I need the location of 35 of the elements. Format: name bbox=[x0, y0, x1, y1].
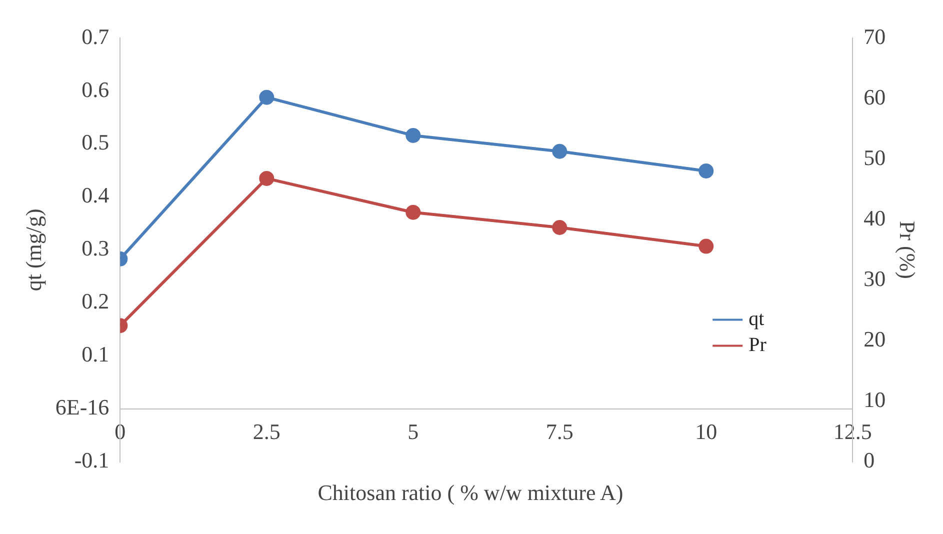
y-tick-label: 0.2 bbox=[82, 288, 110, 314]
y-axis-title: qt (mg/g) bbox=[20, 208, 46, 292]
y2-tick-label: 60 bbox=[864, 84, 886, 110]
x-tick-label: 2.5 bbox=[252, 418, 280, 444]
y2-axis-title: Pr (%) bbox=[895, 220, 920, 279]
point bbox=[698, 163, 714, 178]
legend-label: Pr bbox=[748, 334, 767, 356]
y-tick-label: -0.1 bbox=[74, 448, 110, 473]
y2-tick-label: 20 bbox=[864, 326, 886, 352]
y-tick-label: 0.7 bbox=[82, 24, 110, 49]
point bbox=[406, 128, 421, 143]
y-tick-label: 0.6 bbox=[82, 76, 110, 102]
y2-tick-label: 10 bbox=[864, 387, 886, 412]
x-tick-label: 0 bbox=[114, 418, 126, 444]
point bbox=[552, 144, 568, 159]
x-tick-label: 7.5 bbox=[546, 418, 574, 444]
y-tick-label: 0.4 bbox=[82, 182, 110, 208]
y-tick-label: 0.1 bbox=[82, 342, 110, 367]
point bbox=[698, 238, 714, 254]
y2-tick-label: 0 bbox=[864, 448, 875, 473]
legend-label: qt bbox=[748, 308, 765, 330]
y-tick-label: 6E-16 bbox=[55, 394, 110, 420]
y2-tick-label: 70 bbox=[864, 24, 886, 49]
x-tick-label: 5 bbox=[408, 418, 419, 444]
point bbox=[259, 170, 274, 186]
point bbox=[259, 90, 274, 105]
y2-tick-label: 40 bbox=[864, 205, 886, 230]
point bbox=[552, 220, 568, 235]
y-tick-label: 0.3 bbox=[82, 236, 110, 261]
y2-tick-label: 30 bbox=[864, 266, 886, 291]
y-tick-label: 0.5 bbox=[82, 130, 110, 155]
x-axis-title: Chitosan ratio ( % w/w mixture A) bbox=[316, 480, 624, 506]
y2-tick-label: 50 bbox=[864, 144, 886, 170]
x-tick-label: 10 bbox=[695, 418, 718, 444]
point bbox=[406, 204, 421, 220]
